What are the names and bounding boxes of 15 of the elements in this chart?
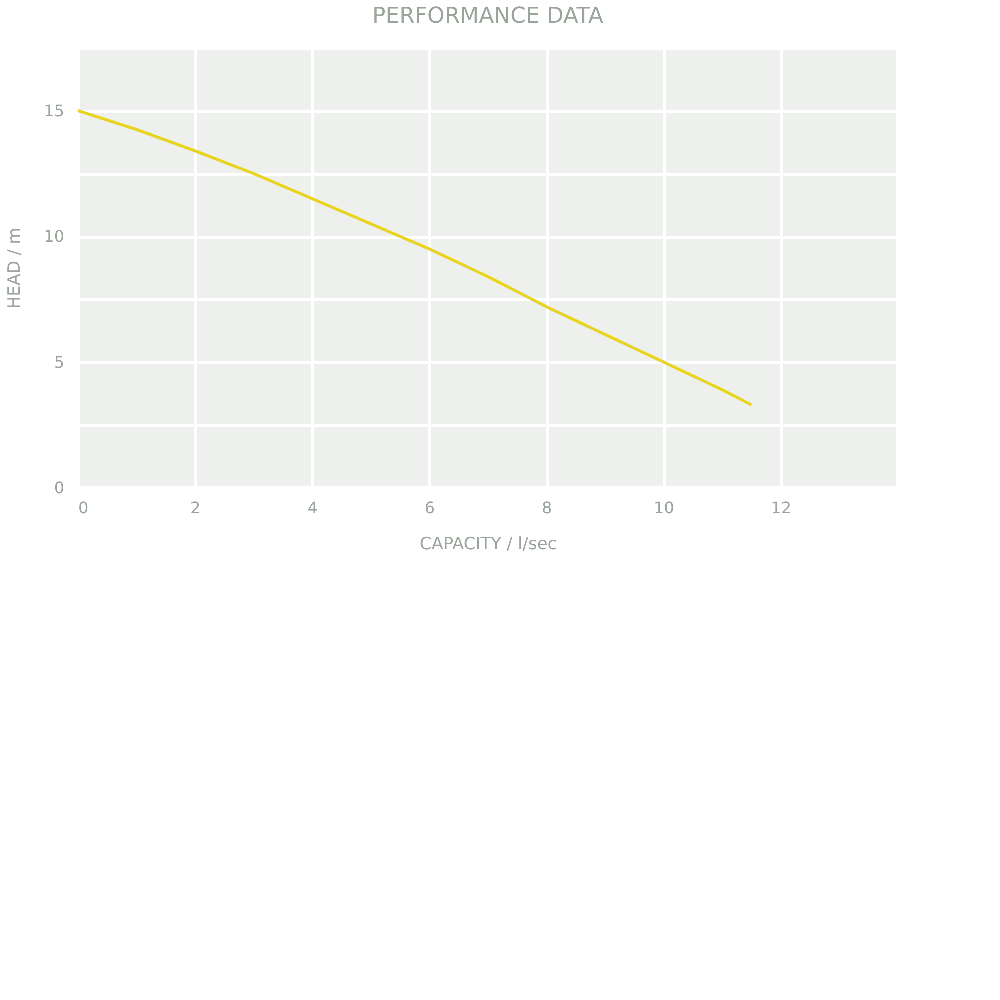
x-axis-title: CAPACITY / l/sec <box>420 534 558 554</box>
x-tick-label: 8 <box>542 498 552 518</box>
x-tick-label: 6 <box>424 498 436 518</box>
y-tick-label: 5 <box>54 352 64 372</box>
y-tick-label: 0 <box>54 478 64 498</box>
x-tick-label: 10 <box>654 498 674 518</box>
x-tick-label: 12 <box>771 498 792 518</box>
y-axis-title: HEAD / m <box>5 228 26 310</box>
y-tick-label: 15 <box>44 101 64 120</box>
x-tick-label: 0 <box>78 498 89 518</box>
line-series <box>76 109 754 407</box>
x-tick-label: 4 <box>308 498 318 518</box>
y-tick-label: 10 <box>44 227 64 246</box>
chart-title: PERFORMANCE DATA <box>372 4 604 29</box>
x-tick-label: 2 <box>190 498 201 518</box>
